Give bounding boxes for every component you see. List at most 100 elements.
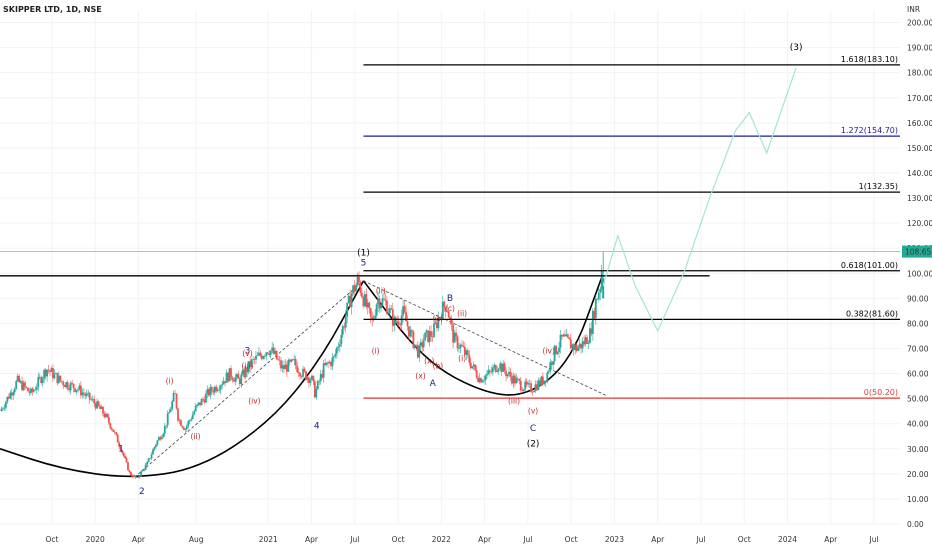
candle-body <box>172 393 175 402</box>
candle-body <box>584 337 587 345</box>
candle-body <box>537 380 540 390</box>
candle-body <box>134 475 137 478</box>
candle-body <box>453 332 456 343</box>
candle-body <box>391 309 394 326</box>
wave-label: 1 <box>118 444 124 454</box>
x-tick-label: Jul <box>869 535 879 544</box>
candle-body <box>399 324 402 326</box>
candle-body <box>412 331 415 348</box>
projection-path <box>602 67 797 333</box>
candle-body <box>131 475 134 478</box>
candle-body <box>550 362 553 365</box>
candle-body <box>394 317 397 323</box>
sub-wave-label: (iii) <box>241 362 253 371</box>
candle-body <box>171 401 174 410</box>
candle-body <box>490 371 493 373</box>
candle-body <box>297 372 300 374</box>
candle-body <box>16 375 19 382</box>
x-tick-label: Oct <box>45 535 58 544</box>
time-axis[interactable]: Oct 2020 Apr Aug 2021 Apr Jul Oct 2022 Apr Jul Oct 2… <box>45 535 878 544</box>
candle-body <box>102 406 104 414</box>
candle-body <box>260 355 263 359</box>
candle-body <box>68 388 71 391</box>
x-tick-label: Jul <box>695 535 705 544</box>
y-tick-label: 180.00 <box>907 69 932 78</box>
candle-body <box>571 344 574 349</box>
candle-body <box>124 455 126 459</box>
candle-body <box>96 401 98 409</box>
candle-body <box>418 345 421 358</box>
candle-body <box>559 334 562 348</box>
candle-body <box>556 351 559 354</box>
x-tick-label: Oct <box>392 535 405 544</box>
candle-body <box>169 409 172 413</box>
candle-body <box>322 363 325 378</box>
candle-body <box>330 361 332 367</box>
candle-body <box>494 365 497 372</box>
candle-body <box>325 362 328 365</box>
candle-body <box>166 413 169 426</box>
candle-body <box>362 297 365 307</box>
candle-body <box>231 377 234 381</box>
candle-body <box>212 391 215 393</box>
candle-body <box>321 373 324 378</box>
candle-body <box>358 277 360 283</box>
candle-body <box>63 385 66 387</box>
candle-body <box>459 344 462 349</box>
candle-body <box>222 381 225 385</box>
candle-body <box>215 386 218 392</box>
candle-body <box>306 377 309 380</box>
candle-body <box>25 386 28 388</box>
candle-body <box>316 380 319 390</box>
candle-body <box>243 369 246 378</box>
price-axis[interactable]: 0.00 10.00 20.00 30.00 40.00 50.00 60.00 70.00 8… <box>902 19 932 529</box>
candle-body <box>152 449 154 455</box>
candle-body <box>109 423 112 429</box>
candle-body <box>593 310 596 318</box>
candle-body <box>128 470 131 472</box>
candle-body <box>519 380 522 391</box>
candle-body <box>205 393 207 403</box>
candle-body <box>241 369 244 375</box>
candle-body <box>160 436 163 440</box>
candle-body <box>428 331 431 343</box>
fib-label: 0.618(101.00) <box>841 261 898 270</box>
candle-body <box>421 342 424 348</box>
candle-body <box>386 300 388 314</box>
wave-label: A <box>430 379 437 389</box>
candle-body <box>118 442 121 447</box>
candle-body <box>486 373 488 376</box>
candle-body <box>194 405 197 412</box>
candle-body <box>47 369 50 371</box>
candle-body <box>344 316 347 328</box>
y-tick-label: 10.00 <box>907 495 929 504</box>
candle-body <box>57 375 60 384</box>
candle-body <box>524 381 527 390</box>
candle-body <box>462 346 465 347</box>
candle-body <box>206 389 209 394</box>
y-tick-label: 130.00 <box>907 194 932 203</box>
candle-body <box>115 432 118 435</box>
candle-body <box>240 374 243 384</box>
candle-body <box>558 347 560 352</box>
candle-body <box>425 330 428 333</box>
candle-body <box>19 381 22 383</box>
candle-body <box>2 408 4 410</box>
candle-body <box>411 330 413 332</box>
sub-wave-label: (iv) <box>248 397 260 406</box>
candle-body <box>199 402 201 406</box>
candle-body <box>555 345 557 354</box>
candle-body <box>40 376 43 384</box>
candle-body <box>361 292 363 298</box>
candle-body <box>34 389 37 391</box>
candle-body <box>165 425 168 427</box>
candle-body <box>15 381 18 390</box>
candle-body <box>468 354 471 363</box>
wave-label: 2 <box>139 487 145 497</box>
candle-body <box>265 352 268 357</box>
candle-body <box>269 350 272 356</box>
candle-body <box>125 458 128 463</box>
candle-body <box>216 389 219 392</box>
candle-body <box>466 350 469 355</box>
